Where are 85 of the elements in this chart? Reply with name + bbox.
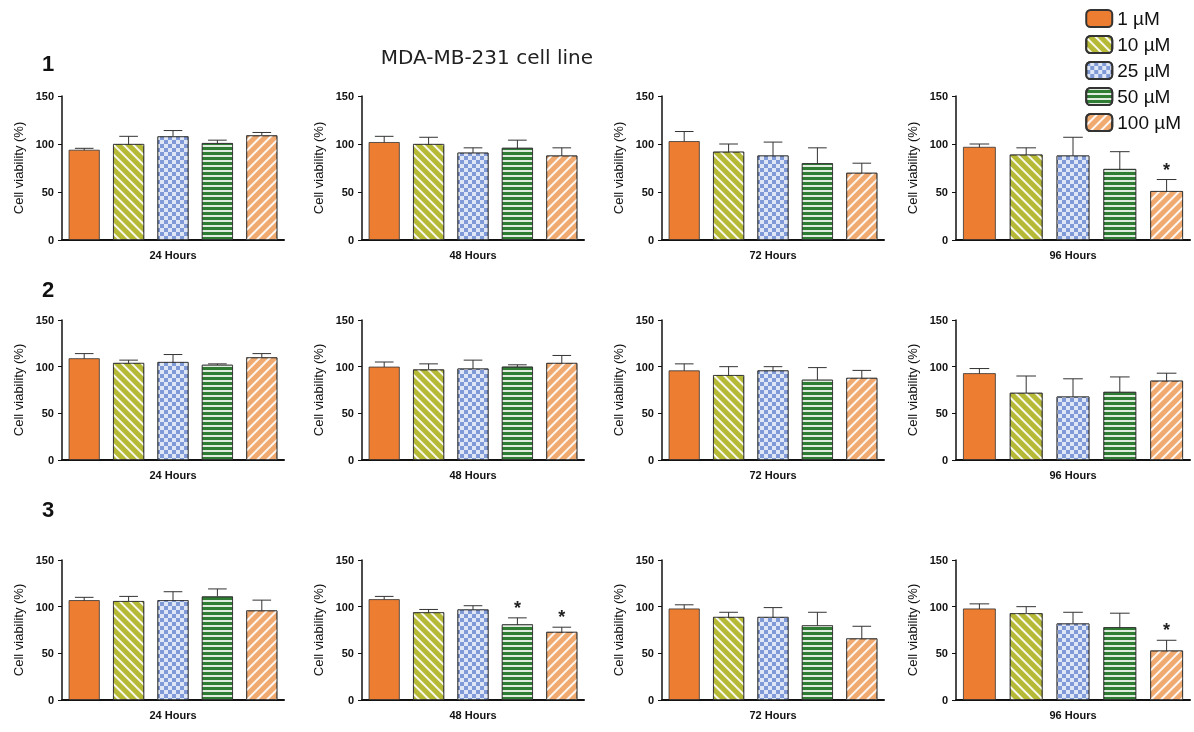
y-tick-label: 0 [347, 234, 354, 246]
y-tick-label: 100 [929, 600, 948, 613]
legend-label: 1 µM [1117, 8, 1160, 29]
y-tick-label: 50 [935, 186, 948, 198]
y-tick-label: 150 [635, 90, 654, 102]
y-axis-title: Cell viability (%) [10, 583, 26, 677]
y-tick-label: 150 [335, 90, 354, 102]
y-tick-label: 0 [647, 454, 654, 466]
data-label: * [558, 607, 566, 628]
y-tick-label: 50 [641, 407, 654, 420]
y-tick-label: 100 [35, 360, 54, 373]
x-axis-title: 96 Hours [1049, 249, 1097, 262]
y-axis-title: Cell viability (%) [310, 583, 326, 677]
y-tick-label: 100 [929, 138, 948, 150]
y-tick-label: 150 [929, 314, 948, 326]
y-axis-title: Cell viability (%) [904, 121, 920, 215]
y-tick-label: 0 [47, 234, 54, 246]
y-axis-title: Cell viability (%) [904, 583, 920, 677]
y-tick-label: 100 [635, 600, 654, 613]
y-tick-label: 0 [347, 454, 354, 466]
x-axis-title: 24 Hours [149, 469, 197, 482]
y-axis-title: Cell viability (%) [310, 343, 326, 437]
text: 1 [42, 50, 55, 76]
y-tick-label: 50 [341, 407, 354, 420]
y-tick-label: 150 [635, 314, 654, 326]
y-tick-label: 150 [35, 554, 54, 566]
y-axis-title: Cell viability (%) [610, 121, 626, 215]
y-tick-label: 100 [335, 360, 354, 373]
y-tick-label: 0 [47, 454, 54, 466]
y-tick-label: 100 [335, 138, 354, 150]
y-tick-label: 150 [35, 90, 54, 102]
y-axis-title: Cell viability (%) [904, 343, 920, 437]
y-tick-label: 50 [341, 186, 354, 198]
chart-title: MDA-MB-231 cell line [380, 45, 594, 69]
y-tick-label: 150 [929, 90, 948, 102]
x-axis-title: 24 Hours [149, 709, 197, 722]
x-axis-title: 96 Hours [1049, 469, 1097, 482]
y-tick-label: 0 [941, 454, 948, 466]
y-tick-label: 150 [335, 554, 354, 566]
y-tick-label: 100 [335, 600, 354, 613]
y-axis-title: Cell viability (%) [10, 343, 26, 437]
y-tick-label: 100 [635, 360, 654, 373]
x-axis-title: 48 Hours [449, 469, 497, 482]
legend-label: 50 µM [1117, 86, 1171, 107]
y-tick-label: 150 [635, 554, 654, 566]
data-label: * [513, 597, 521, 618]
x-axis-title: 48 Hours [449, 249, 497, 262]
y-tick-label: 50 [41, 647, 54, 660]
x-axis-title: 24 Hours [149, 249, 197, 262]
y-tick-label: 150 [335, 314, 354, 326]
y-tick-label: 50 [935, 647, 948, 660]
y-tick-label: 0 [647, 694, 654, 706]
text: 3 [42, 496, 55, 522]
y-tick-label: 100 [929, 360, 948, 373]
y-axis-title: Cell viability (%) [610, 343, 626, 437]
legend-label: 10 µM [1117, 34, 1171, 55]
y-tick-label: 50 [641, 186, 654, 198]
y-tick-label: 50 [41, 407, 54, 420]
y-tick-label: 0 [941, 694, 948, 706]
y-tick-label: 50 [641, 647, 654, 660]
y-axis-title: Cell viability (%) [10, 121, 26, 215]
x-axis-title: 48 Hours [449, 709, 497, 722]
legend-label: 25 µM [1117, 60, 1171, 81]
data-label: * [1163, 159, 1171, 180]
x-axis-title: 72 Hours [749, 469, 797, 482]
y-axis-title: Cell viability (%) [610, 583, 626, 677]
y-tick-label: 50 [41, 186, 54, 198]
legend-label: 100 µM [1117, 112, 1182, 133]
y-tick-label: 100 [635, 138, 654, 150]
y-tick-label: 100 [35, 138, 54, 150]
y-tick-label: 50 [935, 407, 948, 420]
y-tick-label: 150 [929, 554, 948, 566]
x-axis-title: 72 Hours [749, 249, 797, 262]
y-tick-label: 0 [647, 234, 654, 246]
y-tick-label: 0 [47, 694, 54, 706]
y-axis-title: Cell viability (%) [310, 121, 326, 215]
x-axis-title: 96 Hours [1049, 709, 1097, 722]
y-tick-label: 0 [347, 694, 354, 706]
y-tick-label: 100 [35, 600, 54, 613]
y-tick-label: 50 [341, 647, 354, 660]
y-tick-label: 150 [35, 314, 54, 326]
y-tick-label: 0 [941, 234, 948, 246]
text: 2 [42, 276, 55, 302]
data-label: * [1163, 620, 1171, 641]
x-axis-title: 72 Hours [749, 709, 797, 722]
